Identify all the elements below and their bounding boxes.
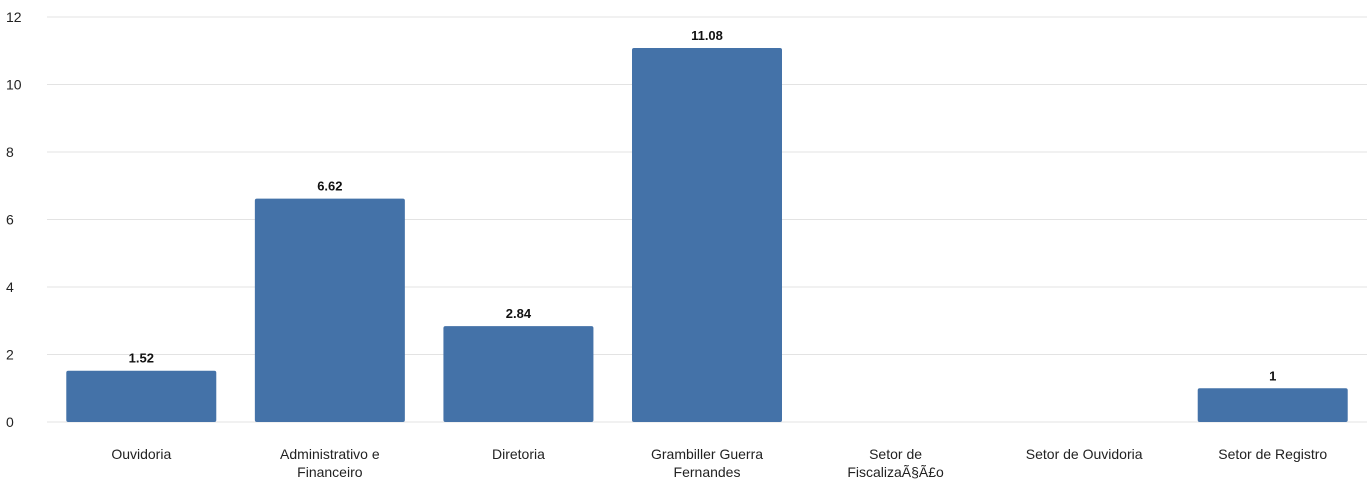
y-axis-ticks: 0 2 4 6 8 10 12 <box>6 9 22 430</box>
x-tick-label: FiscalizaÃ§Ã£o <box>847 464 944 480</box>
bar <box>254 198 405 422</box>
y-tick-label: 12 <box>6 9 22 25</box>
data-label: 1 <box>1269 368 1276 383</box>
data-label: 2.84 <box>506 306 532 321</box>
bars <box>66 48 1348 423</box>
x-tick-label: Fernandes <box>674 464 741 480</box>
bar <box>66 370 217 422</box>
bar <box>632 48 782 423</box>
y-tick-label: 0 <box>6 414 14 430</box>
x-tick-label: Setor de Registro <box>1218 446 1327 462</box>
bar <box>1197 388 1348 422</box>
x-tick-label: Diretoria <box>492 446 545 462</box>
x-tick-label: Grambiller Guerra <box>651 446 763 462</box>
y-tick-label: 8 <box>6 144 14 160</box>
y-tick-label: 2 <box>6 347 14 363</box>
data-label: 11.08 <box>691 28 723 43</box>
y-tick-label: 4 <box>6 279 14 295</box>
data-label: 6.62 <box>317 179 342 194</box>
bar <box>443 326 594 422</box>
y-tick-label: 6 <box>6 212 14 228</box>
data-label: 1.52 <box>129 351 154 366</box>
x-tick-label: Ouvidoria <box>111 446 171 462</box>
x-axis-ticks: Ouvidoria Administrativo e Financeiro Diret… <box>111 446 1327 480</box>
y-tick-label: 10 <box>6 77 22 93</box>
x-tick-label: Setor de <box>869 446 922 462</box>
x-tick-label: Setor de Ouvidoria <box>1026 446 1143 462</box>
x-tick-label: Administrativo e <box>280 446 380 462</box>
x-tick-label: Financeiro <box>297 464 363 480</box>
data-labels: 1.52 6.62 2.84 11.08 1 <box>129 28 1277 383</box>
